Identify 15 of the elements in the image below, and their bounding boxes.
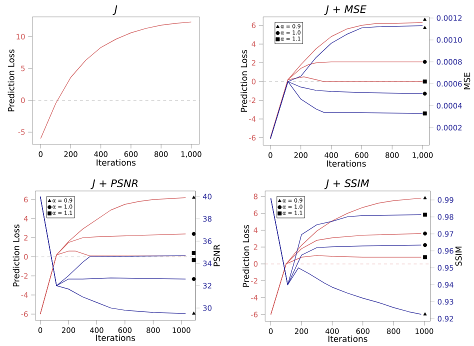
y-axis-title: Prediction Loss xyxy=(8,49,14,112)
chart-title: J + PSNR xyxy=(90,179,138,190)
x-axis-title: Iterations xyxy=(326,160,366,167)
chart-title: J + SSIM xyxy=(324,179,370,190)
y2-axis-title: SSIM xyxy=(455,246,462,266)
y-axis-title: Prediction Loss xyxy=(242,224,250,287)
x-axis-title: Iterations xyxy=(96,334,136,341)
x-axis-title: Iterations xyxy=(96,159,136,166)
chart-title: J + MSE xyxy=(324,5,366,15)
y2-axis-title: MSE xyxy=(464,72,470,90)
chart-title: J xyxy=(112,5,118,15)
y-axis-title: Prediction Loss xyxy=(12,224,20,286)
y-axis-title: Prediction Loss xyxy=(240,50,248,112)
y2-axis-title: PSNR xyxy=(214,244,220,266)
x-axis-title: Iterations xyxy=(328,335,368,342)
